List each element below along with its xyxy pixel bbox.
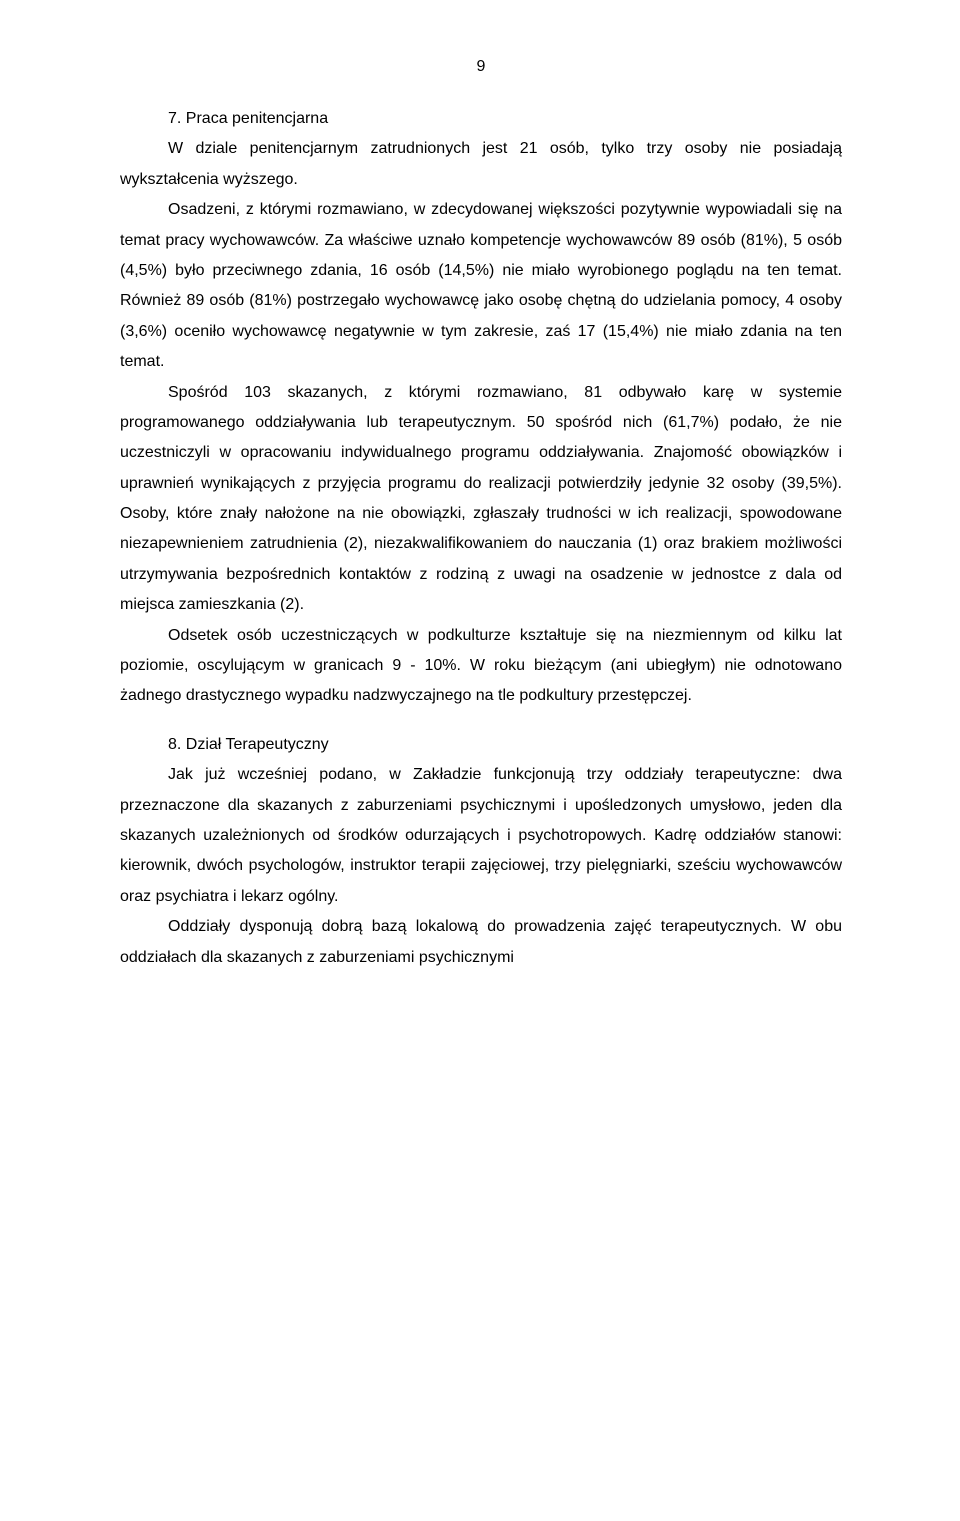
body-paragraph: Jak już wcześniej podano, w Zakładzie fu… bbox=[120, 760, 842, 912]
body-paragraph: Osadzeni, z którymi rozmawiano, w zdecyd… bbox=[120, 195, 842, 377]
body-paragraph: W dziale penitencjarnym zatrudnionych je… bbox=[120, 134, 842, 195]
body-paragraph: Oddziały dysponują dobrą bazą lokalową d… bbox=[120, 912, 842, 973]
section-heading-8: 8. Dział Terapeutyczny bbox=[120, 730, 842, 760]
section-heading-7: 7. Praca penitencjarna bbox=[120, 104, 842, 134]
page-number: 9 bbox=[120, 58, 842, 76]
body-paragraph: Spośród 103 skazanych, z którymi rozmawi… bbox=[120, 378, 842, 621]
document-page: 9 7. Praca penitencjarna W dziale penite… bbox=[0, 0, 960, 1033]
body-paragraph: Odsetek osób uczestniczących w podkultur… bbox=[120, 621, 842, 712]
section-gap bbox=[120, 712, 842, 730]
